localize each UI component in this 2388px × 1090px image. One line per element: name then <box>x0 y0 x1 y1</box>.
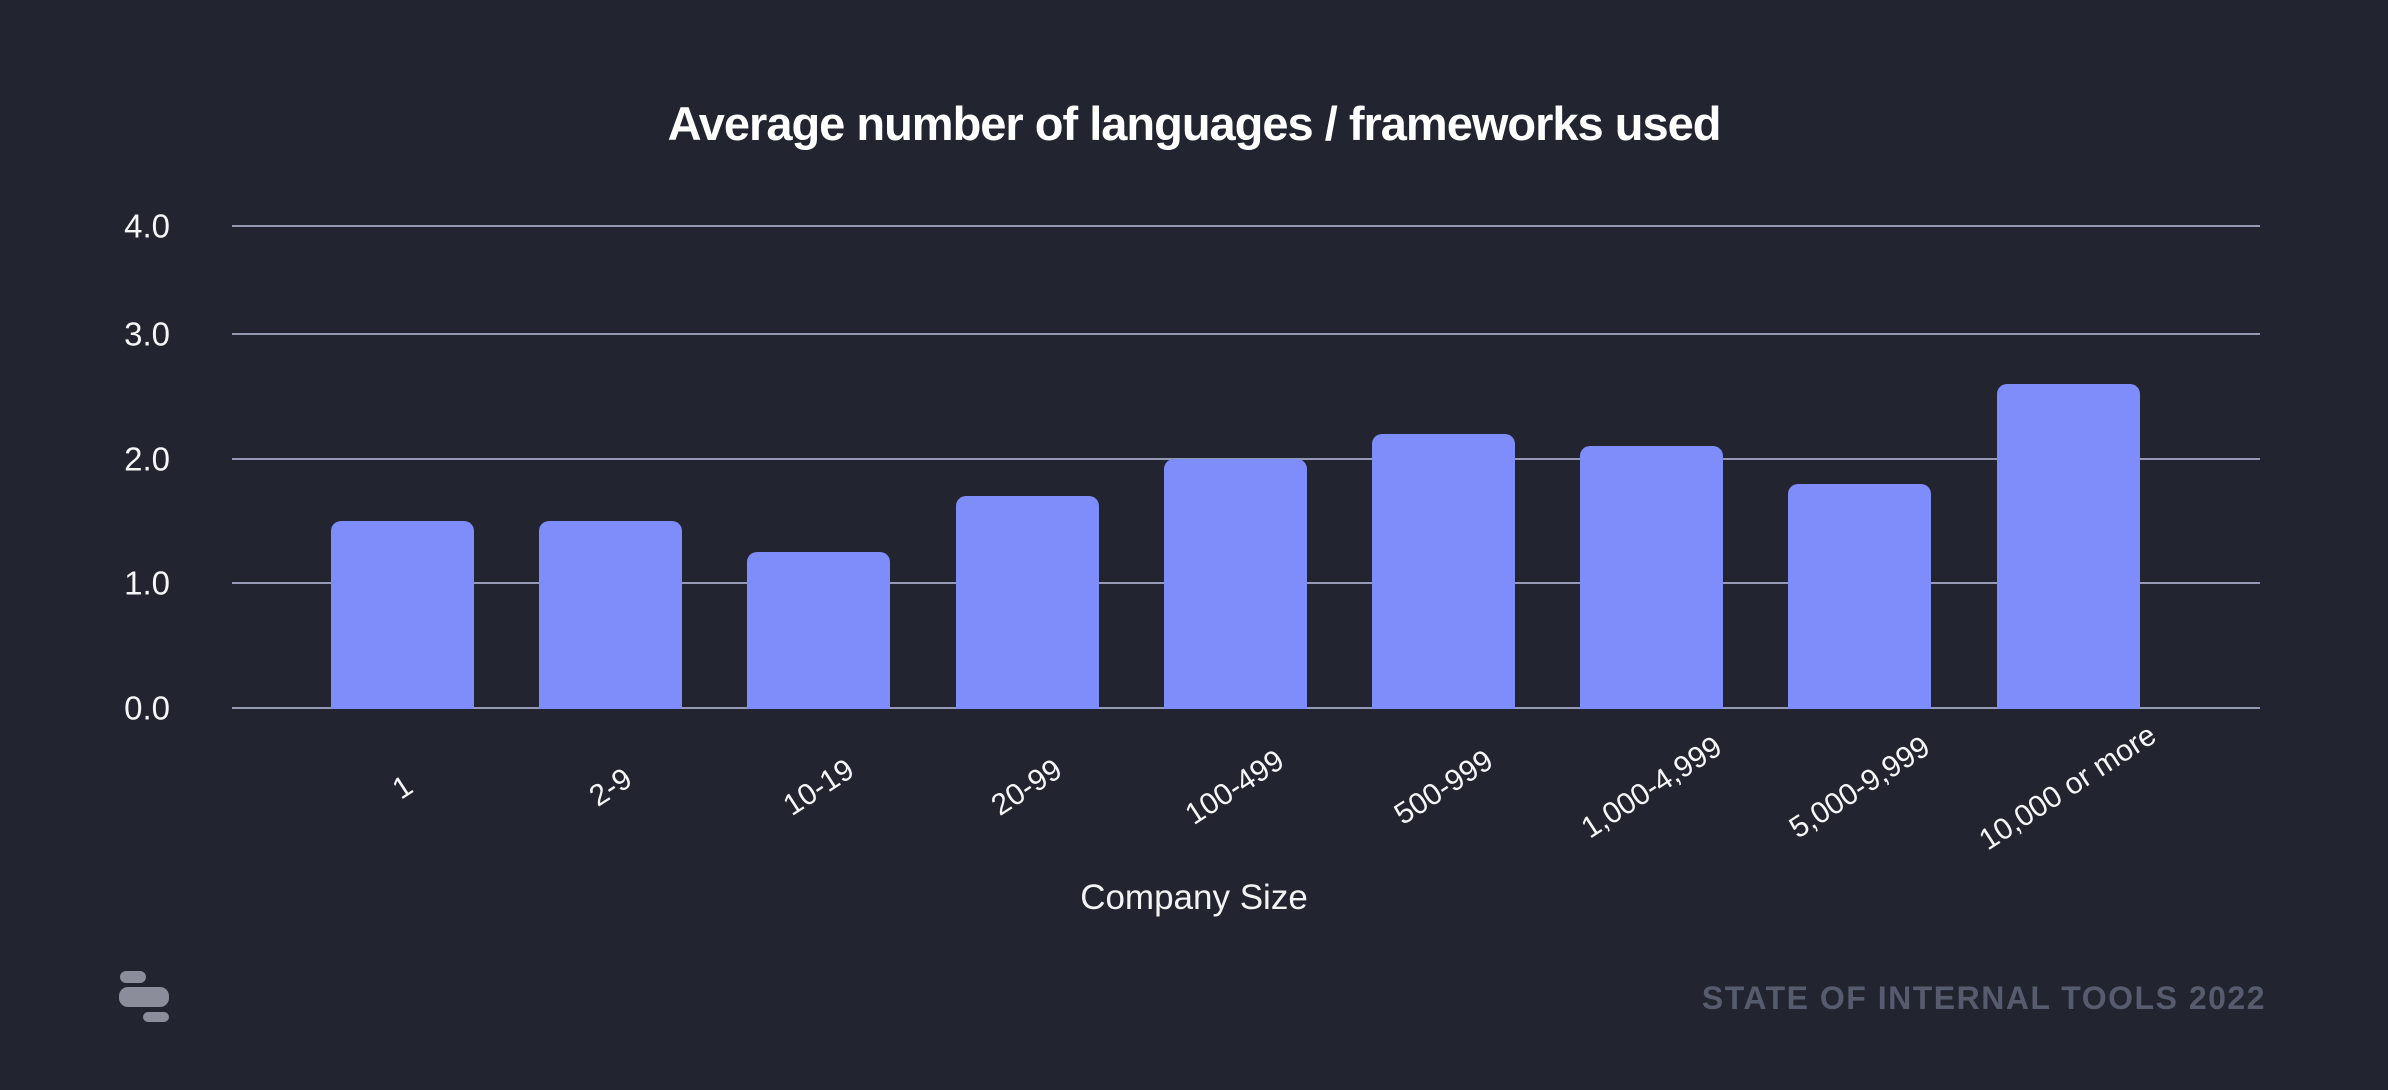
bar <box>1163 458 1307 709</box>
logo-bar-bottom <box>143 1012 169 1022</box>
y-axis-tick-label: 2.0 <box>124 440 170 478</box>
bar <box>747 552 891 709</box>
x-axis-tick-label: 20-99 <box>985 752 1068 823</box>
x-axis-tick-label: 1,000-4,999 <box>1575 730 1728 846</box>
y-axis-tick-label: 1.0 <box>124 564 170 602</box>
footer-credit: STATE OF INTERNAL TOOLS 2022 <box>1701 980 2266 1016</box>
brand-logo-icon <box>119 970 171 1022</box>
x-axis-tick-label: 1 <box>386 769 419 806</box>
x-axis-title: Company Size <box>1080 878 1308 917</box>
bar <box>1580 446 1724 709</box>
bar <box>1372 433 1515 709</box>
x-axis-tick-label: 500-999 <box>1388 743 1499 832</box>
bar <box>1788 483 1932 709</box>
y-axis-tick-label: 3.0 <box>124 315 170 353</box>
bar <box>331 520 474 709</box>
y-axis-tick-label: 0.0 <box>124 689 170 727</box>
logo-bar-top <box>120 971 146 983</box>
x-axis-tick-label: 2-9 <box>583 761 638 814</box>
chart-title: Average number of languages / frameworks… <box>667 97 1722 150</box>
gridline <box>232 333 2260 335</box>
gridline <box>232 225 2260 227</box>
bar <box>1996 383 2140 709</box>
x-axis-tick-label: 10-19 <box>777 752 860 823</box>
y-axis-tick-label: 4.0 <box>124 207 170 245</box>
bar <box>955 496 1099 709</box>
x-axis-tick-label: 100-499 <box>1179 743 1291 832</box>
x-axis-tick-label: 10,000 or more <box>1973 718 2163 857</box>
x-axis-tick-label: 5,000-9,999 <box>1783 730 1936 846</box>
logo-bar-middle <box>119 987 169 1007</box>
bar <box>539 520 683 709</box>
